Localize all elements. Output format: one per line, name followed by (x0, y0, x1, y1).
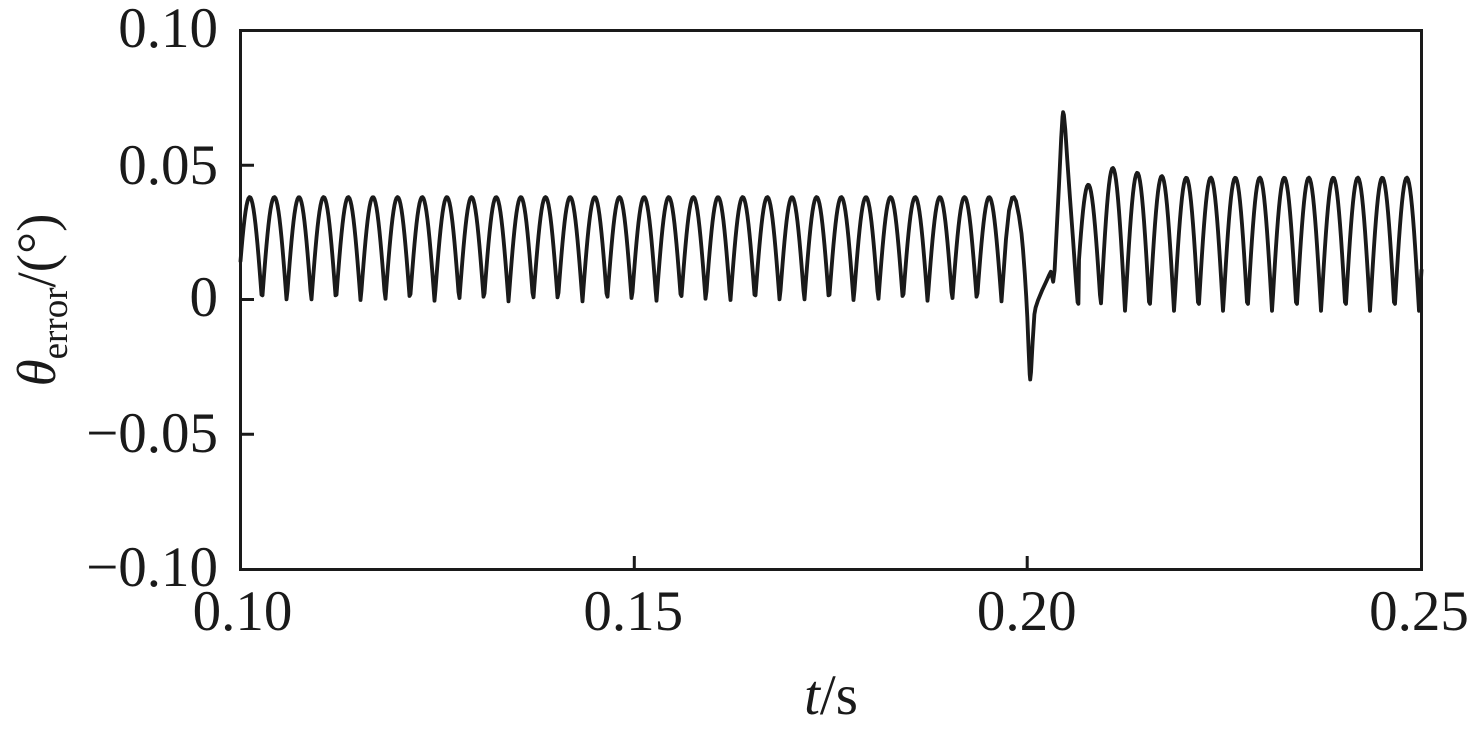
svg-text:t/s: t/s (804, 664, 858, 727)
svg-text:−0.10: −0.10 (86, 536, 218, 599)
svg-text:0.10: 0.10 (193, 580, 293, 643)
svg-text:0.20: 0.20 (977, 580, 1077, 643)
svg-text:−0.05: −0.05 (86, 402, 218, 465)
svg-text:0: 0 (190, 266, 219, 329)
svg-text:θerror/(°): θerror/(°) (6, 214, 76, 387)
svg-text:0.25: 0.25 (1369, 580, 1469, 643)
svg-text:0.15: 0.15 (583, 580, 683, 643)
svg-text:0.10: 0.10 (118, 0, 218, 60)
svg-text:0.05: 0.05 (118, 134, 218, 197)
